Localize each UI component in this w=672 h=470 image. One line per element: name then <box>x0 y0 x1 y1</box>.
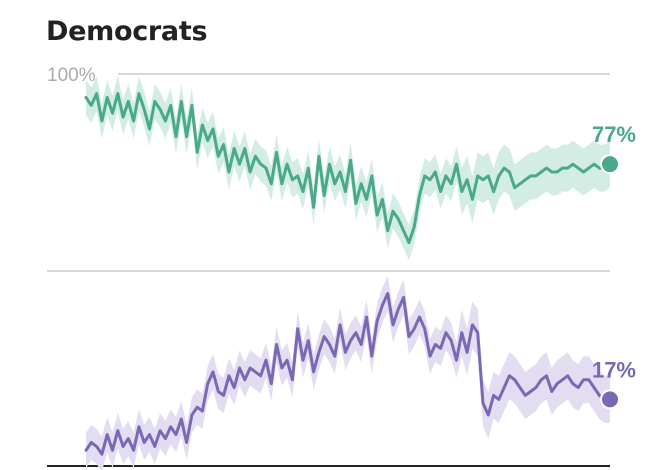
end-point-disapprove <box>600 389 620 410</box>
end-label-approve: 77% <box>592 122 636 147</box>
chart-title: Democrats <box>46 16 208 47</box>
series-line-disapprove <box>84 292 612 456</box>
end-point-approve <box>600 154 620 175</box>
y-tick-label-100: 100% <box>47 65 96 86</box>
end-label-disapprove: 17% <box>592 357 636 382</box>
series-line-approve <box>84 92 612 245</box>
series-band-disapprove <box>86 275 610 470</box>
